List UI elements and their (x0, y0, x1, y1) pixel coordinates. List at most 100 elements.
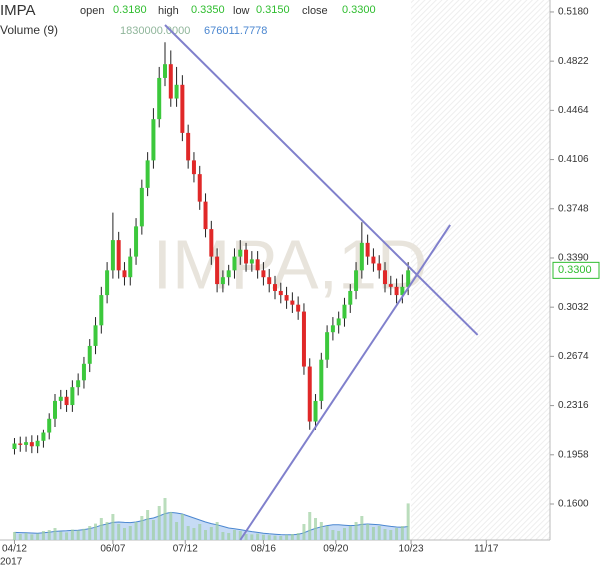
volume-bar (377, 526, 381, 540)
candle-body (209, 229, 214, 257)
candle-body (336, 318, 341, 326)
readout-value: 0.3300 (342, 4, 376, 16)
candle-body (359, 242, 364, 271)
candle-body (296, 304, 301, 312)
volume-bar (122, 528, 126, 540)
y-tick-label: 0.3748 (558, 203, 589, 214)
y-tick-label: 0.3032 (558, 302, 589, 313)
candle-body (267, 277, 272, 285)
volume-bar (360, 516, 364, 540)
volume-bar (24, 533, 28, 540)
y-tick-label: 0.4106 (558, 154, 589, 165)
volume-readout: 1830000.0000 (120, 25, 190, 37)
volume-bar (227, 533, 231, 540)
y-tick-label: 0.5180 (558, 7, 589, 18)
volume-bar (250, 534, 254, 540)
candle-body (145, 160, 150, 188)
y-tick-label: 0.4822 (558, 56, 589, 67)
candle-body (174, 84, 179, 99)
volume-bar (146, 510, 150, 540)
candle-body (81, 363, 86, 381)
volume-bar (331, 530, 335, 540)
volume-bar (65, 532, 69, 540)
volume-bar (256, 533, 260, 540)
volume-bar (111, 514, 115, 540)
candle-body (371, 256, 376, 264)
candle-body (105, 270, 110, 296)
candle-body (394, 286, 399, 296)
candle-body (18, 443, 23, 445)
candle-body (273, 284, 277, 291)
volume-bar (314, 518, 318, 540)
candle-body (261, 270, 266, 278)
volume-bar (308, 512, 312, 540)
volume-bar (232, 530, 236, 540)
readout-value: 0.3150 (256, 4, 290, 16)
volume-bar (383, 529, 387, 540)
volume-bar (30, 534, 34, 540)
volume-bar (198, 524, 202, 540)
volume-bar (105, 522, 109, 540)
volume-bar (354, 522, 358, 540)
candle-body (319, 359, 324, 401)
candle-body (64, 396, 69, 406)
candle-body (116, 240, 121, 271)
volume-bar (41, 531, 45, 540)
x-tick-label: 11/17 (474, 544, 499, 555)
candle-body (58, 396, 63, 401)
candle-body (139, 187, 144, 227)
candle-body (76, 380, 81, 388)
volume-bar (371, 527, 375, 540)
x-tick-label: 09/20 (323, 544, 348, 555)
candle-body (232, 256, 237, 271)
candle-body (197, 174, 202, 202)
candle-body (29, 442, 34, 447)
candle-body (41, 432, 46, 441)
candle-body (313, 400, 318, 422)
volume-bar (47, 530, 51, 540)
last-price-label: 0.3300 (558, 264, 592, 276)
y-tick-label: 0.1958 (558, 449, 589, 460)
volume-bar (395, 528, 399, 540)
x-tick-label: 08/16 (251, 544, 276, 555)
volume-bar (157, 506, 161, 540)
candle-body (24, 442, 29, 445)
candle-body (226, 270, 231, 278)
volume-bar (244, 534, 248, 540)
y-tick-label: 0.2316 (558, 400, 589, 411)
candle-body (163, 64, 167, 78)
candle-body (134, 226, 139, 257)
volume-bar (209, 527, 213, 540)
candle-body (406, 270, 411, 287)
volume-bar (99, 518, 103, 540)
candle-body (180, 84, 185, 133)
volume-ma-line (14, 511, 409, 536)
volume-bar (18, 534, 22, 540)
candle-body (383, 270, 387, 285)
candle-body (377, 263, 382, 271)
readout-label: close (302, 5, 328, 17)
volume-bar (204, 530, 208, 540)
volume-bar (290, 534, 294, 540)
candle-body (238, 249, 243, 257)
volume-bar (302, 524, 306, 540)
candle-body (348, 290, 353, 305)
volume-bar (94, 523, 98, 540)
candle-body (87, 345, 92, 364)
volume-bar (180, 514, 184, 540)
readout-label: low (233, 5, 250, 17)
candle-body (110, 240, 115, 271)
candle-body (400, 286, 405, 296)
readout-label: high (158, 5, 179, 17)
candle-body (168, 64, 173, 99)
volume-bar (151, 520, 155, 540)
candle-body (325, 332, 330, 360)
candle-body (186, 132, 191, 161)
volume-ma-readout: 676011.7778 (204, 25, 267, 37)
volume-bar (59, 531, 63, 540)
volume-bar (175, 522, 179, 540)
volume-bar (296, 533, 300, 540)
candle-body (215, 256, 220, 285)
